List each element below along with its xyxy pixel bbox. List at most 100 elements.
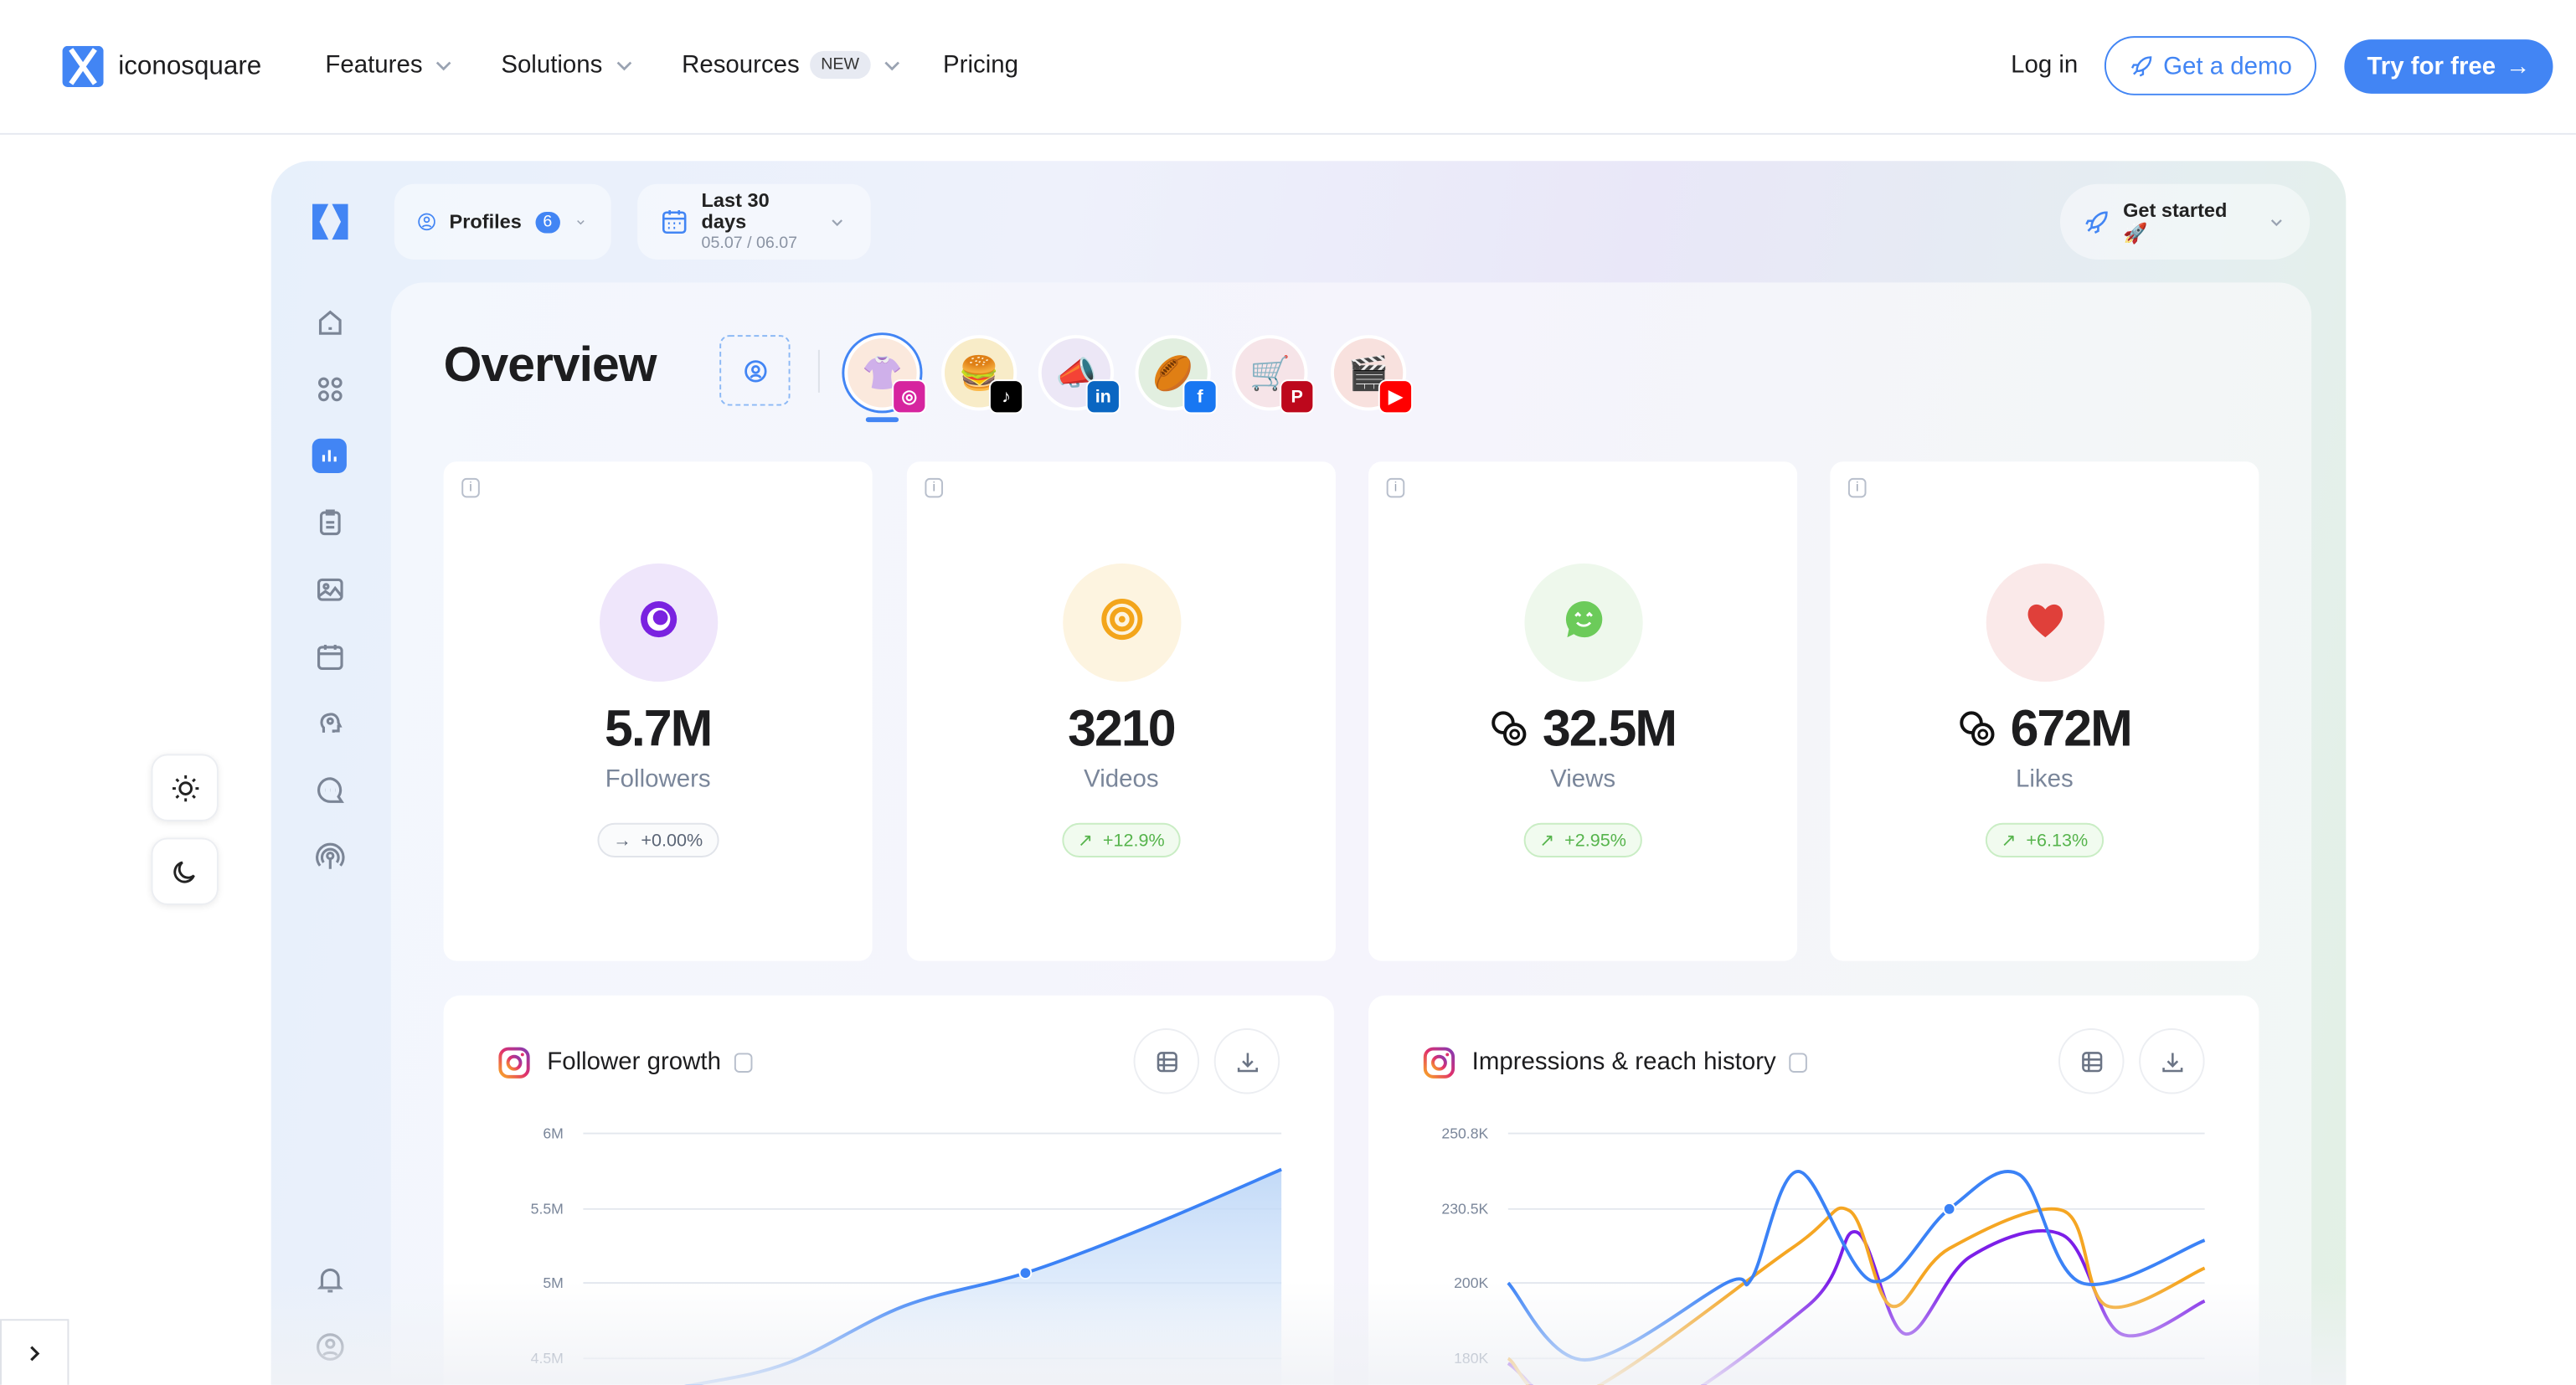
- table-view-button[interactable]: [1133, 1028, 1200, 1094]
- series-line: [1507, 1228, 2206, 1385]
- try-free-label: Try for free: [2367, 52, 2496, 81]
- nav-resources[interactable]: Resources NEW: [682, 50, 904, 80]
- stat-card-views: i 32.5M Views ↗ +2.95%: [1368, 461, 1798, 961]
- profile-avatar-pinterest[interactable]: 🛒 P: [1232, 335, 1315, 414]
- stat-label: Likes: [2015, 765, 2074, 794]
- moon-icon: [173, 860, 194, 883]
- smile-chat-icon: [1561, 595, 1607, 650]
- chevron-right-icon: [30, 1346, 40, 1362]
- calendar-icon: [662, 209, 687, 234]
- linkedin-icon: in: [1085, 379, 1121, 414]
- nav-solutions[interactable]: Solutions: [501, 51, 635, 79]
- login-link[interactable]: Log in: [2011, 51, 2078, 79]
- all-profiles-button[interactable]: [719, 335, 791, 406]
- nav-features[interactable]: Features: [325, 51, 455, 79]
- expand-panel-button[interactable]: [0, 1319, 70, 1385]
- heart-icon: [2022, 595, 2069, 650]
- stat-card-videos: i 3210 Videos ↗ +12.9%: [906, 461, 1336, 961]
- sidebar-listening[interactable]: [316, 708, 345, 737]
- clipboard-icon: [319, 509, 341, 536]
- pinterest-icon: P: [1280, 379, 1315, 414]
- get-demo-button[interactable]: Get a demo: [2104, 36, 2316, 95]
- tiktok-icon: ♪: [988, 379, 1024, 414]
- profiles-selector[interactable]: Profiles 6: [394, 183, 611, 260]
- stat-change-badge: ↗ +6.13%: [1984, 822, 2105, 858]
- download-button[interactable]: [1213, 1028, 1280, 1094]
- date-range-label: Last 30 days: [701, 188, 770, 233]
- grid-icon: [317, 377, 343, 402]
- profile-avatar-instagram[interactable]: 👚 ◎: [844, 335, 927, 414]
- data-point[interactable]: [1942, 1202, 1956, 1216]
- stat-label: Videos: [1084, 765, 1159, 794]
- sidebar-reports[interactable]: [316, 507, 345, 537]
- chart-title: Impressions & reach history: [1472, 1048, 1808, 1076]
- stat-label: Followers: [605, 765, 711, 794]
- profile-avatar-linkedin[interactable]: 📣 in: [1038, 335, 1121, 414]
- sidebar-account[interactable]: [316, 1332, 345, 1362]
- profile-avatar-tiktok[interactable]: 🍔 ♪: [941, 335, 1024, 414]
- get-started-label: Get started 🚀: [2123, 198, 2228, 245]
- calendar-icon: [317, 644, 343, 670]
- info-icon[interactable]: i: [1847, 477, 1867, 498]
- instagram-icon: [1423, 1047, 1455, 1079]
- profile-avatar-facebook[interactable]: 🏉 f: [1135, 335, 1218, 414]
- stat-icon-circle: [1986, 563, 2105, 682]
- nav-pricing[interactable]: Pricing: [943, 51, 1018, 79]
- app-logo-icon: [312, 203, 348, 240]
- instagram-icon: ◎: [892, 379, 927, 414]
- arrow-right-icon: →: [2505, 52, 2531, 81]
- login-label: Log in: [2011, 50, 2079, 80]
- stat-value: 3210: [1068, 699, 1176, 758]
- stat-change-badge: ↗ +2.95%: [1522, 822, 1643, 858]
- info-icon[interactable]: [734, 1052, 753, 1073]
- stat-value-row: 3210: [907, 700, 1336, 759]
- light-mode-toggle[interactable]: [151, 754, 219, 821]
- brand-logo[interactable]: iconosquare: [62, 45, 261, 87]
- sidebar-calendar[interactable]: [316, 642, 345, 672]
- chevron-down-icon: [2270, 219, 2281, 227]
- page-title: Overview: [443, 338, 657, 393]
- info-icon[interactable]: i: [461, 477, 480, 498]
- stat-card-followers: i 5.7M Followers → +0.00%: [443, 461, 873, 961]
- sidebar-home[interactable]: [316, 307, 345, 337]
- impressions-reach-card: Impressions & reach history 250.8K 230.5K…: [1368, 995, 2259, 1385]
- stat-icon-circle: [1063, 563, 1182, 682]
- sidebar-broadcast[interactable]: [316, 842, 345, 872]
- profile-avatar-youtube[interactable]: 🎬 ▶: [1330, 335, 1414, 414]
- dark-mode-toggle[interactable]: [151, 837, 219, 905]
- table-view-button[interactable]: [2058, 1028, 2125, 1094]
- sidebar-notifications[interactable]: [316, 1265, 345, 1295]
- table-icon: [1156, 1051, 1177, 1072]
- y-tick-label: 5M: [543, 1274, 564, 1291]
- user-circle-icon: [317, 1333, 344, 1361]
- date-range-selector[interactable]: Last 30 days 05.07 / 06.07: [637, 183, 871, 260]
- sidebar-apps[interactable]: [316, 374, 345, 404]
- chevron-down-icon: [577, 220, 585, 225]
- top-nav: iconosquare Features Solutions Resources…: [0, 0, 2576, 135]
- download-button[interactable]: [2139, 1028, 2205, 1094]
- facebook-icon: f: [1182, 379, 1218, 414]
- stat-value: 672M: [2010, 699, 2133, 758]
- info-icon[interactable]: i: [1386, 477, 1405, 498]
- y-tick-label: 230.5K: [1441, 1201, 1488, 1218]
- try-free-button[interactable]: Try for free →: [2344, 39, 2553, 94]
- info-icon[interactable]: [1789, 1052, 1808, 1073]
- image-icon: [317, 578, 343, 601]
- data-point[interactable]: [1018, 1266, 1033, 1280]
- stat-value-row: 32.5M: [1368, 700, 1797, 759]
- y-tick-label: 180K: [1454, 1350, 1488, 1367]
- stat-change-badge: ↗ +12.9%: [1061, 822, 1182, 858]
- y-tick-label: 4.5M: [531, 1350, 564, 1367]
- stat-label: Views: [1550, 765, 1616, 794]
- stat-value: 5.7M: [604, 699, 713, 758]
- stat-card-likes: i 672M Likes ↗ +6.13%: [1830, 461, 2259, 961]
- coins-icon: [1959, 711, 1994, 746]
- sidebar-inbox[interactable]: [316, 775, 345, 805]
- table-icon: [2081, 1051, 2102, 1072]
- sidebar-media[interactable]: [316, 575, 345, 605]
- stat-value: 32.5M: [1542, 699, 1677, 758]
- sidebar-analytics[interactable]: [312, 438, 347, 473]
- info-icon[interactable]: i: [925, 477, 944, 498]
- bulb-head-icon: [320, 713, 343, 733]
- get-started-button[interactable]: Get started 🚀: [2059, 183, 2311, 260]
